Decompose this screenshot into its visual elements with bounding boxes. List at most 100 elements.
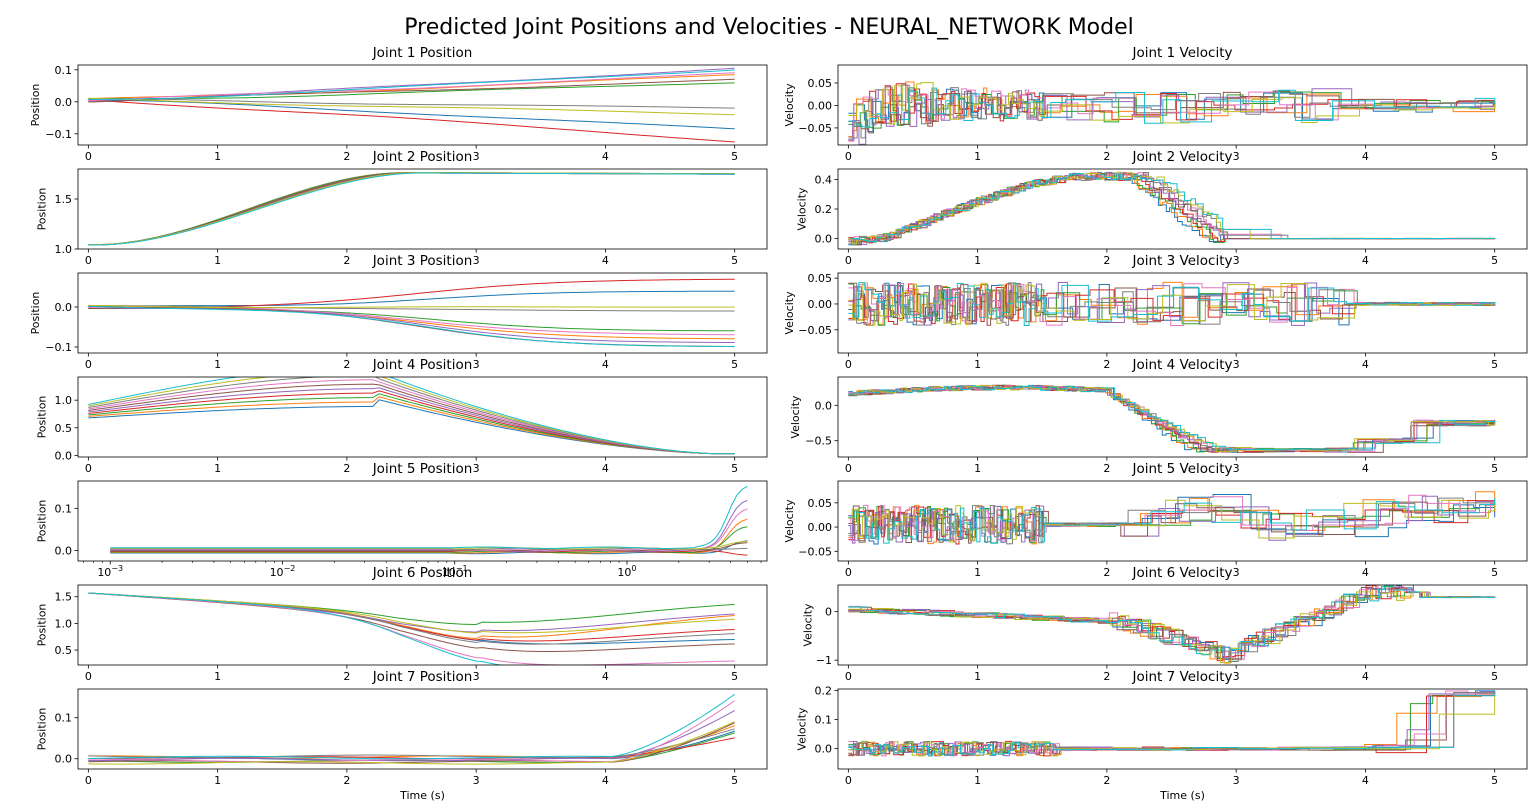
series-line-8 — [88, 98, 735, 109]
x-tick-label: 2 — [1103, 774, 1110, 787]
x-tick-label: 1 — [974, 670, 981, 683]
y-tick-label: 1.0 — [55, 394, 73, 407]
x-tick-label: 2 — [1103, 670, 1110, 683]
x-tick-label: 10−1 — [442, 564, 468, 579]
axes-frame — [77, 272, 768, 354]
axes-frame — [77, 480, 768, 562]
x-tick-label: 2 — [1103, 254, 1110, 267]
axes-frame — [77, 168, 768, 250]
series-line-10 — [88, 305, 735, 348]
y-tick-label: 0.5 — [55, 422, 73, 435]
series-line-7 — [110, 508, 748, 551]
y-tick-label: 0.0 — [815, 399, 833, 412]
subplot-3: 0 1 2 3 4 5 1.5 1.0 Position Joint 2 Position — [35, 149, 768, 267]
plot-area — [838, 585, 1527, 665]
series-line-8 — [88, 305, 735, 312]
x-tick-label: 0 — [845, 566, 852, 579]
x-tick-label: 0 — [845, 774, 852, 787]
x-tick-label: 3 — [1233, 254, 1240, 267]
y-tick-label: −0.05 — [798, 324, 832, 337]
series-line-8 — [848, 385, 1496, 453]
y-axis-label: Velocity — [802, 603, 815, 647]
series-line-10 — [848, 585, 1496, 656]
subplot-title: Joint 4 Position — [372, 357, 473, 373]
x-tick-label: 5 — [1491, 150, 1498, 163]
x-tick-label: 0 — [845, 254, 852, 267]
figure-title: Predicted Joint Positions and Velocities… — [404, 15, 1134, 40]
y-tick-label: 0.05 — [808, 77, 833, 90]
x-tick-label: 2 — [343, 462, 350, 475]
subplot-7: 0 1 2 3 4 5 1.0 0.5 0.0 Position Joint 4 Position — [35, 357, 768, 475]
axes-frame — [837, 480, 1528, 562]
y-tick-label: 0.05 — [808, 272, 833, 285]
x-tick-label: 0 — [845, 150, 852, 163]
x-tick-label: 2 — [1103, 462, 1110, 475]
x-tick-label: 4 — [602, 358, 609, 371]
x-tick-label: 1 — [214, 462, 221, 475]
y-tick-label: 0.0 — [55, 753, 73, 766]
series-line-10 — [848, 282, 1496, 326]
x-tick-label: 0 — [85, 670, 92, 683]
series-line-5 — [110, 499, 748, 552]
x-tick-label: 0 — [85, 150, 92, 163]
y-tick-label: 0.0 — [55, 544, 73, 557]
x-tick-label: 5 — [731, 774, 738, 787]
y-tick-label: 0 — [825, 606, 832, 619]
series-line-8 — [848, 691, 1496, 757]
x-tick-label: 2 — [343, 774, 350, 787]
x-tick-label: 3 — [473, 254, 480, 267]
series-line-9 — [848, 499, 1496, 543]
subplot-title: Joint 4 Velocity — [1132, 357, 1233, 373]
y-axis-label: Position — [35, 396, 48, 439]
x-tick-label: 3 — [1233, 358, 1240, 371]
x-tick-label: 3 — [473, 462, 480, 475]
x-tick-label: 2 — [343, 670, 350, 683]
y-tick-label: 0.2 — [815, 684, 833, 697]
subplot-title: Joint 1 Position — [372, 45, 473, 61]
x-tick-label: 3 — [473, 150, 480, 163]
y-axis-label: Position — [35, 500, 48, 543]
x-tick-label: 4 — [1362, 774, 1369, 787]
x-tick-label: 4 — [602, 254, 609, 267]
x-tick-label: 5 — [1491, 670, 1498, 683]
x-tick-label: 4 — [602, 670, 609, 683]
y-axis-label: Velocity — [783, 83, 796, 127]
x-tick-label: 0 — [845, 358, 852, 371]
axes-frame — [837, 272, 1528, 354]
subplot-title: Joint 5 Velocity — [1132, 461, 1233, 477]
axes-frame — [837, 688, 1528, 770]
x-tick-label: 5 — [731, 358, 738, 371]
x-tick-label: 4 — [1362, 254, 1369, 267]
y-tick-label: −0.05 — [798, 122, 832, 135]
axes-frame — [77, 376, 768, 458]
y-tick-label: 0.0 — [55, 96, 73, 109]
y-tick-label: 0.5 — [55, 644, 73, 657]
series-line-10 — [110, 485, 748, 549]
x-tick-label: 4 — [1362, 150, 1369, 163]
y-tick-label: 1.5 — [55, 591, 73, 604]
x-tick-label: 2 — [1103, 150, 1110, 163]
y-tick-label: 1.5 — [55, 193, 73, 206]
subplot-title: Joint 7 Position — [372, 669, 473, 685]
x-tick-label: 0 — [85, 358, 92, 371]
series-line-7 — [88, 700, 735, 763]
x-tick-label: 4 — [1362, 462, 1369, 475]
series-line-2 — [848, 491, 1496, 545]
series-line-5 — [88, 710, 735, 762]
y-tick-label: 0.4 — [815, 173, 833, 186]
plot-area — [78, 585, 767, 665]
series-line-10 — [848, 173, 1496, 246]
series-line-10 — [848, 693, 1496, 757]
series-line-10 — [88, 172, 735, 246]
x-tick-label: 4 — [1362, 566, 1369, 579]
x-tick-label: 5 — [731, 462, 738, 475]
series-line-6 — [848, 585, 1496, 660]
x-tick-label: 3 — [1233, 774, 1240, 787]
axes-frame — [837, 584, 1528, 666]
y-tick-label: −0.1 — [45, 341, 72, 354]
x-tick-label: 4 — [1362, 358, 1369, 371]
y-tick-label: −0.1 — [45, 128, 72, 141]
